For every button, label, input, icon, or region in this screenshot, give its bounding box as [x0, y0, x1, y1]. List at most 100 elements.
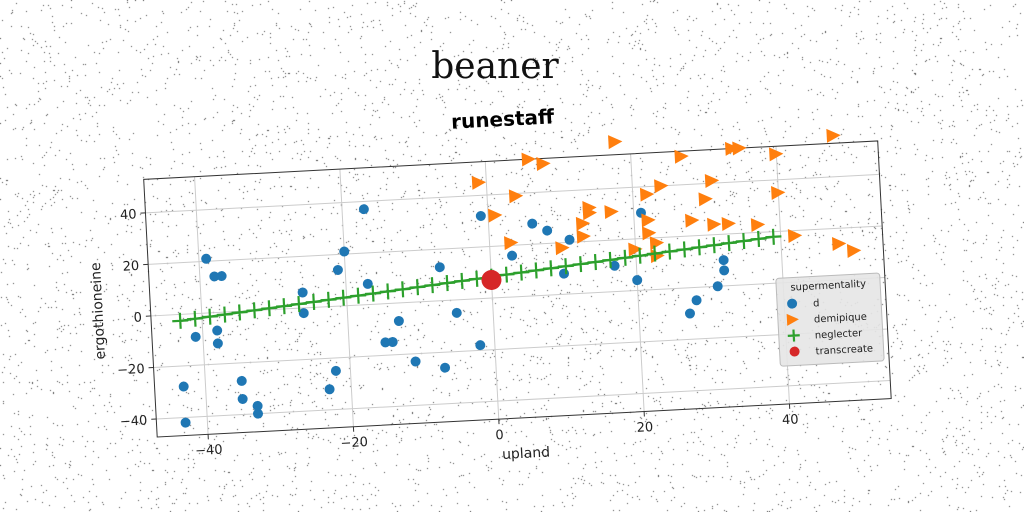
- x-tick-label: 20: [636, 420, 653, 436]
- neglecter-point: [379, 283, 396, 300]
- d-point: [332, 264, 343, 275]
- legend-marker-neglecter: [787, 329, 800, 342]
- d-point: [339, 246, 350, 257]
- demipique-point: [555, 241, 570, 256]
- figure-suptitle: beaner: [431, 46, 559, 87]
- neglecter-point: [364, 285, 382, 302]
- y-gridline: [150, 276, 885, 317]
- legend-label-transcreate: transcreate: [815, 343, 873, 357]
- demipique-point: [732, 141, 747, 156]
- d-point: [209, 271, 220, 282]
- d-point: [236, 375, 247, 386]
- demipique-point: [471, 175, 487, 190]
- legend-marker-demipique: [786, 313, 799, 326]
- demipique-point: [721, 217, 736, 231]
- y-axis-label: ergothioneine: [88, 262, 109, 360]
- d-point: [451, 307, 462, 318]
- neglecter-point: [172, 312, 189, 329]
- d-point: [712, 281, 723, 292]
- y-tick-label: 0: [133, 310, 142, 325]
- neglecter-point: [557, 258, 574, 275]
- d-point: [609, 260, 620, 271]
- d-point: [180, 417, 191, 428]
- d-point: [387, 337, 398, 348]
- demipique-point: [846, 244, 862, 259]
- y-gridline: [153, 328, 888, 368]
- data-marks: [172, 128, 862, 428]
- neglecter-point: [305, 293, 322, 310]
- d-point: [252, 408, 263, 419]
- d-point: [201, 253, 212, 264]
- d-point: [684, 308, 695, 319]
- demipique-point: [508, 189, 524, 204]
- d-point: [237, 393, 248, 404]
- demipique-point: [641, 226, 657, 241]
- d-point: [410, 356, 421, 367]
- neglecter-point: [320, 291, 337, 308]
- demipique-point: [575, 216, 591, 231]
- legend-box: [775, 272, 885, 367]
- x-gridline: [484, 161, 500, 420]
- neglecter-point: [201, 308, 218, 325]
- neglecter-point: [187, 310, 204, 327]
- demipique-point: [768, 147, 784, 162]
- d-point: [718, 255, 729, 266]
- d-point: [475, 340, 486, 351]
- demipique-point: [628, 242, 643, 257]
- demipique-point: [576, 229, 591, 244]
- demipique-point: [504, 236, 519, 251]
- demipique-point: [698, 192, 713, 207]
- legend-marker-d: [787, 298, 798, 309]
- d-point: [212, 338, 223, 349]
- demipique-point: [831, 237, 847, 252]
- y-tick-label: −20: [117, 362, 145, 378]
- neglecter-point: [691, 239, 708, 256]
- neglecter-point: [631, 247, 648, 264]
- d-point: [507, 250, 518, 261]
- neglecter-point: [676, 241, 693, 258]
- neglecter-point: [276, 298, 293, 315]
- demipique-point: [704, 173, 720, 188]
- legend-label-demipique: demipique: [814, 312, 867, 326]
- legend-marker-transcreate: [789, 346, 800, 357]
- demipique-point: [604, 205, 619, 220]
- demipique-point: [707, 217, 722, 232]
- d-point: [252, 400, 263, 411]
- y-tick-label: −40: [120, 413, 148, 429]
- demipique-point: [488, 208, 503, 223]
- d-point: [380, 337, 391, 348]
- d-point: [330, 365, 341, 376]
- demipique-point: [639, 187, 655, 202]
- demipique-point: [826, 128, 841, 143]
- demipique-point: [608, 135, 623, 150]
- d-point: [190, 331, 201, 342]
- d-point: [212, 325, 223, 336]
- d-point: [324, 384, 335, 395]
- neglecter-point: [735, 232, 752, 250]
- d-point: [440, 362, 451, 373]
- demipique-point: [771, 186, 786, 200]
- d-point: [564, 234, 575, 245]
- x-gridline: [194, 176, 209, 435]
- neglecter-point: [246, 302, 263, 319]
- neglecter-point: [439, 274, 456, 292]
- demipique-point: [654, 179, 669, 194]
- demipique-point: [582, 206, 597, 221]
- chart-title: runestaff: [451, 104, 556, 133]
- x-tick-label: 40: [782, 412, 799, 428]
- d-point: [358, 204, 369, 215]
- demipique-point: [674, 149, 689, 164]
- d-point: [719, 265, 730, 276]
- neglecter-point: [290, 295, 307, 313]
- demipique-point: [536, 156, 551, 171]
- neglecter-point: [335, 289, 352, 306]
- demipique-point: [521, 152, 536, 167]
- transcreate-point: [481, 270, 502, 291]
- d-point: [559, 268, 570, 279]
- neglecter-point: [350, 287, 367, 304]
- d-point: [393, 316, 404, 327]
- plot-frame: [143, 140, 892, 438]
- y-tick-label: 20: [122, 259, 139, 275]
- neglecter-point: [453, 272, 471, 289]
